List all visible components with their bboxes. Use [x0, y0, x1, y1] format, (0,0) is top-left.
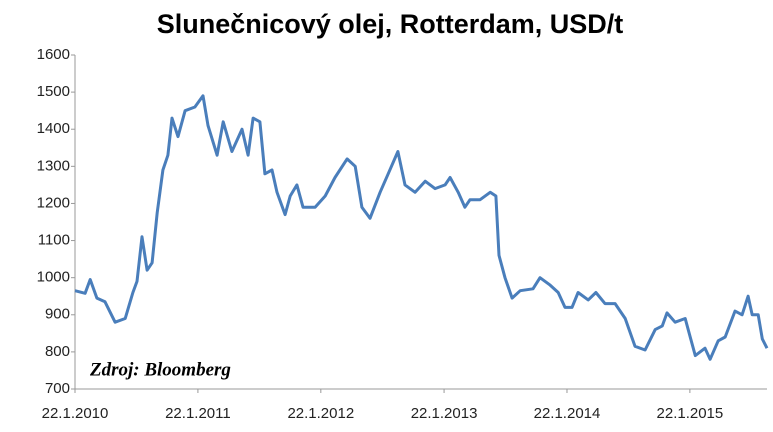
x-tick-label: 22.1.2011: [165, 405, 231, 422]
y-tick-label: 800: [45, 343, 70, 360]
y-tick-label: 900: [45, 306, 70, 323]
y-tick-label: 1200: [37, 194, 70, 211]
y-tick-label: 1000: [37, 269, 70, 286]
y-tick-label: 1100: [38, 232, 70, 249]
y-tick-label: 1400: [37, 120, 70, 137]
y-tick-label: 1500: [37, 83, 70, 100]
y-tick-label: 700: [45, 380, 70, 397]
price-line: [74, 94, 769, 361]
chart-title: Slunečnicový olej, Rotterdam, USD/t: [157, 9, 624, 39]
x-tick-label: 22.1.2010: [42, 405, 109, 422]
x-tick-label: 22.1.2015: [657, 405, 724, 422]
x-tick-label: 22.1.2013: [411, 405, 478, 422]
y-tick-label: 1300: [37, 157, 70, 174]
x-tick-label: 22.1.2012: [287, 405, 354, 422]
annotation: Zdroj: Bloomberg: [89, 359, 231, 380]
y-tick-label: 1600: [37, 46, 70, 63]
x-tick-label: 22.1.2014: [534, 405, 601, 422]
